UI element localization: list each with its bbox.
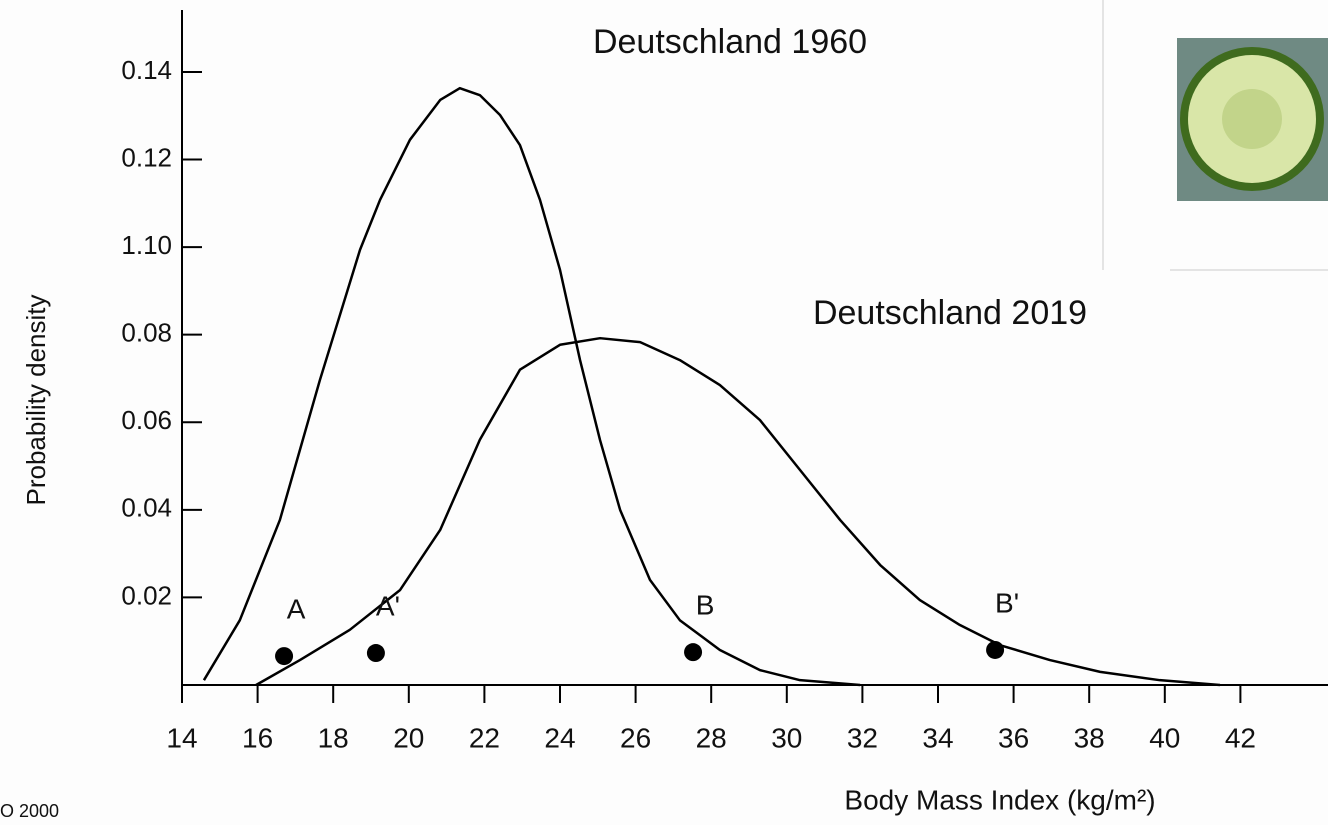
x-tick-label: 38: [1074, 722, 1105, 753]
y-axis-label: Probability density: [21, 295, 51, 506]
y-tick-label: 0.08: [121, 318, 172, 348]
x-tick-label: 32: [847, 722, 878, 753]
y-tick-label: 0.14: [121, 55, 172, 85]
point: [275, 647, 294, 666]
y-tick-label: 0.12: [121, 142, 172, 172]
point: [366, 644, 385, 663]
series-line: [255, 336, 1221, 687]
series-label: Deutschland 1960: [593, 23, 867, 61]
series-line: [202, 86, 861, 687]
y-tick-label: 0.04: [121, 493, 172, 523]
x-tick-label: 34: [922, 722, 953, 753]
point-label: A': [376, 590, 400, 621]
x-tick-label: 14: [166, 722, 197, 753]
x-tick-label: 22: [469, 722, 500, 753]
point-label: A: [287, 593, 306, 624]
series-label: Deutschland 2019: [813, 294, 1087, 332]
x-tick-label: 24: [544, 722, 575, 753]
x-tick-label: 42: [1225, 722, 1256, 753]
x-tick-label: 18: [318, 722, 349, 753]
x-tick-label: 36: [998, 722, 1029, 753]
point: [684, 643, 703, 662]
x-tick-label: 26: [620, 722, 651, 753]
x-tick-label: 30: [771, 722, 802, 753]
source-note: O 2000: [0, 801, 59, 821]
cucumber-seeds: [1222, 89, 1282, 149]
y-tick-label: 0.02: [121, 580, 172, 610]
point-label: B: [696, 590, 715, 621]
y-tick-label: 1.10: [121, 230, 172, 260]
point-label: B': [995, 587, 1019, 618]
x-tick-label: 16: [242, 722, 273, 753]
x-tick-label: 28: [696, 722, 727, 753]
y-tick-label: 0.06: [121, 405, 172, 435]
image-panel: [1102, 0, 1328, 271]
x-axis-label: Body Mass Index (kg/m²): [844, 784, 1155, 815]
x-tick-label: 40: [1149, 722, 1180, 753]
point: [986, 640, 1005, 659]
x-tick-label: 20: [393, 722, 424, 753]
